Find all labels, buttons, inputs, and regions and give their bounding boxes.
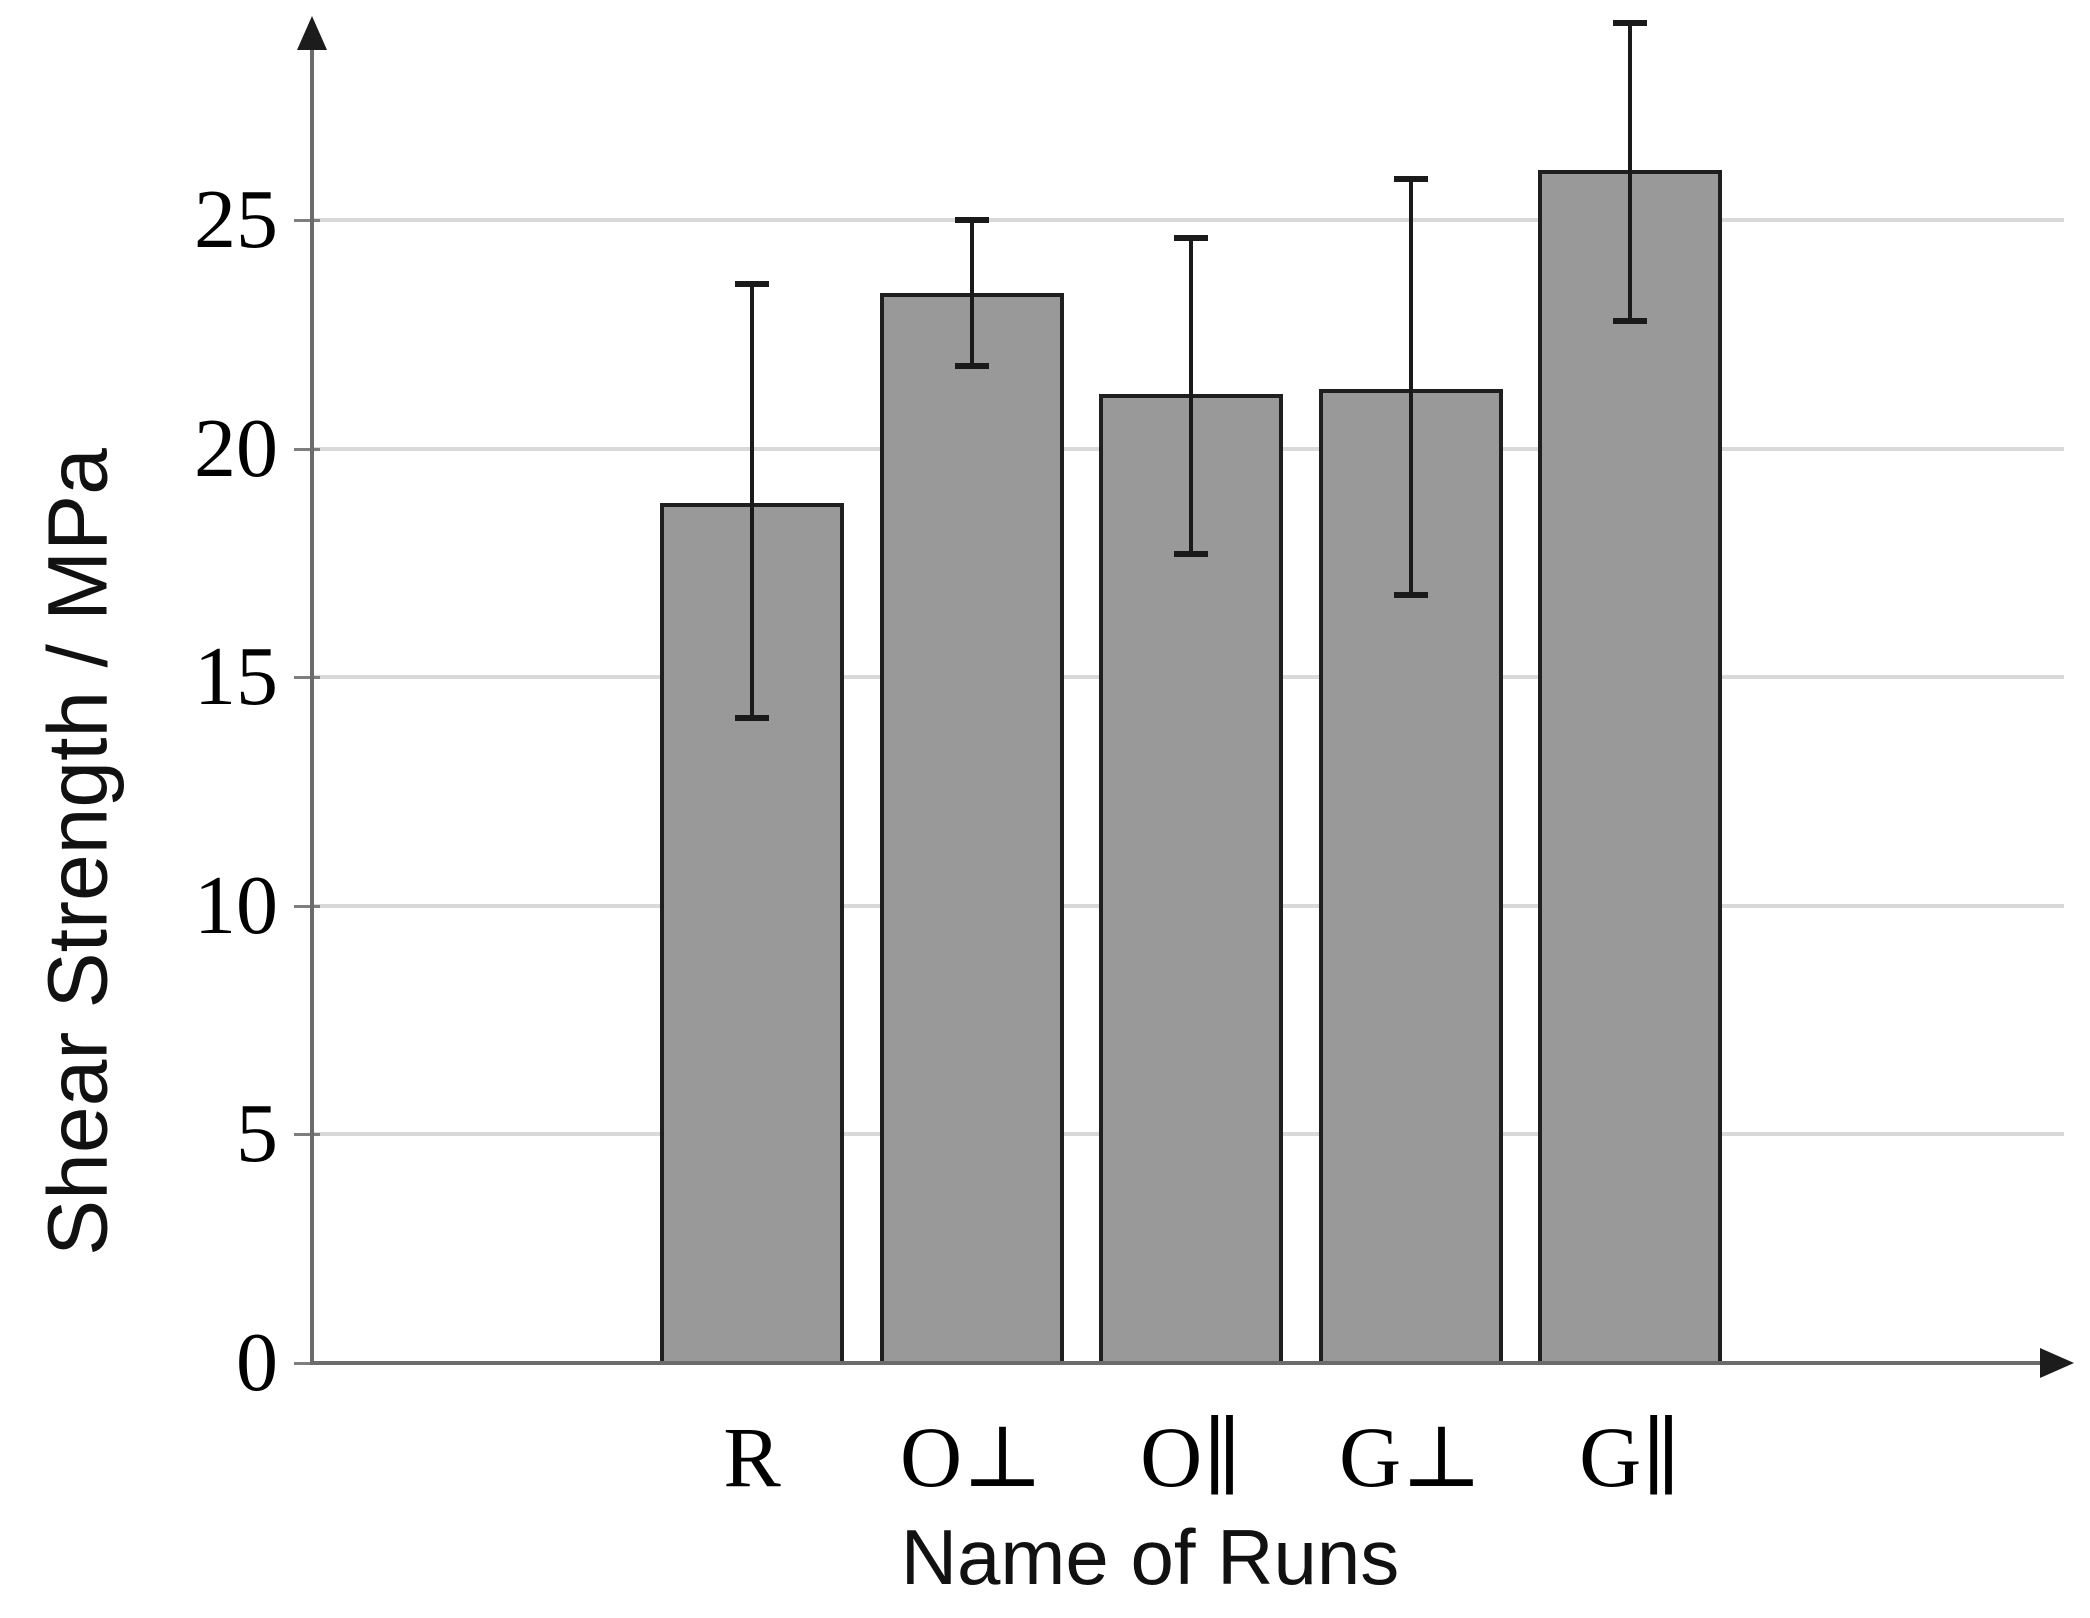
y-tick-label: 5 xyxy=(236,1087,278,1181)
y-tick-label: 25 xyxy=(194,173,278,266)
error-bar-cap xyxy=(735,281,769,287)
error-bar-line xyxy=(750,284,754,719)
y-axis-tick xyxy=(294,219,320,222)
y-axis-title: Shear Strength / MPa xyxy=(30,448,125,1256)
x-tick-label: G∥ xyxy=(1579,1409,1681,1505)
error-bar-line xyxy=(1628,23,1632,321)
error-bar-cap xyxy=(1393,175,1428,182)
x-tick-label: G⊥ xyxy=(1339,1409,1482,1505)
y-axis-tick xyxy=(294,904,320,908)
y-axis-tick xyxy=(294,1133,320,1137)
error-bar-cap xyxy=(1174,235,1208,242)
error-bar-cap xyxy=(735,715,769,722)
x-tick-label: O∥ xyxy=(1140,1409,1242,1505)
x-tick-label: R xyxy=(723,1409,781,1505)
error-bar-cap xyxy=(1393,591,1428,598)
bar xyxy=(879,293,1064,1363)
x-axis-title: Name of Runs xyxy=(900,1513,1400,1601)
y-axis-tick xyxy=(294,676,320,680)
bar xyxy=(1538,169,1722,1363)
y-tick-label: 20 xyxy=(194,401,278,495)
error-bar-cap xyxy=(954,217,989,223)
x-axis-line xyxy=(310,1361,2040,1365)
error-bar-line xyxy=(1189,238,1193,554)
x-axis-arrowhead-icon xyxy=(2040,1348,2074,1378)
y-tick-label: 15 xyxy=(194,630,278,724)
y-axis-arrowhead-icon xyxy=(297,16,327,50)
error-bar-line xyxy=(969,220,974,367)
y-axis-tick xyxy=(294,447,320,451)
y-axis-line xyxy=(310,30,314,1365)
error-bar-cap xyxy=(1174,550,1208,557)
x-tick-label: O⊥ xyxy=(900,1409,1043,1505)
y-tick-label: 10 xyxy=(194,858,278,952)
error-bar-cap xyxy=(1613,20,1647,27)
error-bar-cap xyxy=(1613,317,1647,324)
y-tick-label: 0 xyxy=(236,1316,278,1409)
y-axis-tick xyxy=(294,1362,320,1365)
error-bar-line xyxy=(1408,178,1413,595)
gridline xyxy=(312,218,2064,222)
error-bar-cap xyxy=(954,363,989,370)
